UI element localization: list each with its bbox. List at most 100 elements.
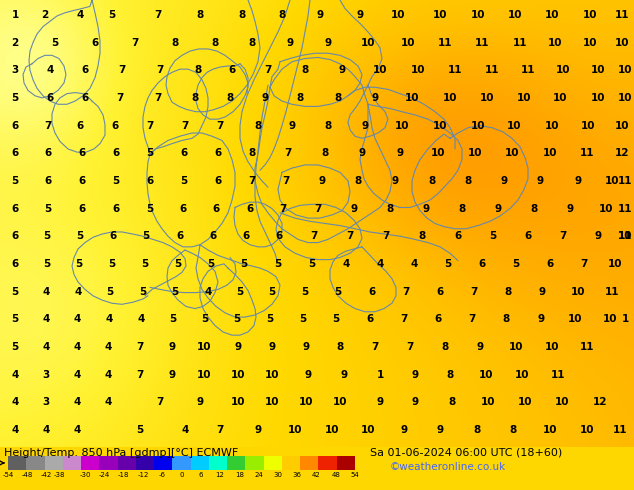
Text: 6: 6 bbox=[275, 231, 283, 241]
Text: 9: 9 bbox=[339, 65, 346, 75]
Text: 4: 4 bbox=[377, 259, 384, 269]
Text: 10: 10 bbox=[545, 10, 559, 20]
Text: 7: 7 bbox=[400, 314, 408, 324]
Text: 9: 9 bbox=[536, 176, 543, 186]
Text: 7: 7 bbox=[314, 203, 321, 214]
Text: 10: 10 bbox=[605, 176, 619, 186]
Text: 5: 5 bbox=[75, 259, 82, 269]
Text: 10: 10 bbox=[265, 369, 279, 380]
Text: 5: 5 bbox=[146, 148, 153, 158]
Text: 48: 48 bbox=[332, 472, 340, 478]
Text: 10: 10 bbox=[615, 121, 630, 130]
Text: 5: 5 bbox=[207, 259, 215, 269]
Text: 11: 11 bbox=[605, 287, 619, 296]
Text: 6: 6 bbox=[146, 176, 153, 186]
Bar bbox=[81, 456, 100, 470]
Text: 4: 4 bbox=[46, 65, 54, 75]
Text: 7: 7 bbox=[372, 342, 378, 352]
Text: 6: 6 bbox=[176, 231, 184, 241]
Text: 6: 6 bbox=[479, 259, 486, 269]
Text: 6: 6 bbox=[214, 176, 222, 186]
Text: 9: 9 bbox=[169, 369, 176, 380]
Text: 10: 10 bbox=[471, 121, 485, 130]
Text: 9: 9 bbox=[495, 203, 501, 214]
Text: 5: 5 bbox=[332, 314, 340, 324]
Text: 7: 7 bbox=[559, 231, 567, 241]
Text: 10: 10 bbox=[443, 93, 457, 103]
Text: 10: 10 bbox=[471, 10, 485, 20]
Text: 6: 6 bbox=[91, 38, 99, 48]
Text: 10: 10 bbox=[430, 148, 445, 158]
Text: 10: 10 bbox=[197, 369, 211, 380]
Text: 7: 7 bbox=[44, 121, 52, 130]
Text: 10: 10 bbox=[197, 342, 211, 352]
Text: 4: 4 bbox=[105, 369, 112, 380]
Text: 10: 10 bbox=[583, 10, 597, 20]
Text: 7: 7 bbox=[406, 342, 414, 352]
Text: 9: 9 bbox=[401, 425, 408, 435]
Text: 9: 9 bbox=[358, 148, 366, 158]
Bar bbox=[8, 456, 26, 470]
Text: 7: 7 bbox=[216, 121, 224, 130]
Bar bbox=[136, 456, 154, 470]
Text: 9: 9 bbox=[254, 425, 262, 435]
Text: 11: 11 bbox=[521, 65, 535, 75]
Text: 9: 9 bbox=[574, 176, 581, 186]
Text: 9: 9 bbox=[268, 342, 276, 352]
Text: 8: 8 bbox=[429, 176, 436, 186]
Text: 10: 10 bbox=[568, 314, 582, 324]
Text: 8: 8 bbox=[249, 148, 256, 158]
Text: 8: 8 bbox=[337, 342, 344, 352]
Text: 8: 8 bbox=[446, 369, 453, 380]
Text: 8: 8 bbox=[238, 10, 245, 20]
Text: 6: 6 bbox=[366, 314, 373, 324]
Text: 10: 10 bbox=[543, 425, 557, 435]
Text: 7: 7 bbox=[157, 65, 164, 75]
Text: 4: 4 bbox=[74, 397, 81, 407]
Text: 10: 10 bbox=[404, 93, 419, 103]
Text: 5: 5 bbox=[107, 287, 113, 296]
Text: 10: 10 bbox=[265, 397, 279, 407]
Text: 11: 11 bbox=[618, 203, 632, 214]
Text: 11: 11 bbox=[448, 65, 462, 75]
Text: 7: 7 bbox=[403, 287, 410, 296]
Text: 4: 4 bbox=[138, 314, 145, 324]
Text: 4: 4 bbox=[105, 314, 113, 324]
Text: 9: 9 bbox=[500, 176, 508, 186]
Text: ©weatheronline.co.uk: ©weatheronline.co.uk bbox=[390, 462, 507, 472]
Text: -48: -48 bbox=[22, 472, 33, 478]
Text: 10: 10 bbox=[598, 203, 613, 214]
Text: 10: 10 bbox=[333, 397, 347, 407]
Text: 5: 5 bbox=[51, 38, 58, 48]
Text: 10: 10 bbox=[591, 93, 605, 103]
Text: 7: 7 bbox=[249, 176, 256, 186]
Text: 8: 8 bbox=[474, 425, 481, 435]
Text: 5: 5 bbox=[11, 93, 18, 103]
Text: 4: 4 bbox=[74, 314, 81, 324]
Bar bbox=[245, 456, 264, 470]
Text: 4: 4 bbox=[74, 425, 81, 435]
Text: 4: 4 bbox=[105, 342, 112, 352]
Text: 6: 6 bbox=[209, 231, 217, 241]
Text: 10: 10 bbox=[507, 121, 521, 130]
Text: 1: 1 bbox=[377, 369, 384, 380]
Text: 5: 5 bbox=[301, 287, 309, 296]
Text: 6: 6 bbox=[242, 231, 250, 241]
Text: 11: 11 bbox=[437, 38, 452, 48]
Text: 3: 3 bbox=[42, 397, 49, 407]
Text: 4: 4 bbox=[42, 287, 49, 296]
Text: -42: -42 bbox=[41, 472, 52, 478]
Text: 7: 7 bbox=[310, 231, 318, 241]
Text: 7: 7 bbox=[382, 231, 390, 241]
Text: 8: 8 bbox=[171, 38, 179, 48]
Text: 10: 10 bbox=[618, 65, 632, 75]
Bar bbox=[264, 456, 282, 470]
Text: 7: 7 bbox=[154, 93, 162, 103]
Text: 18: 18 bbox=[235, 472, 244, 478]
Text: 9: 9 bbox=[304, 369, 311, 380]
Text: 6: 6 bbox=[110, 231, 117, 241]
Text: 9: 9 bbox=[538, 287, 546, 296]
Text: 10: 10 bbox=[508, 10, 522, 20]
Text: 7: 7 bbox=[282, 176, 290, 186]
Text: 9: 9 bbox=[287, 38, 294, 48]
